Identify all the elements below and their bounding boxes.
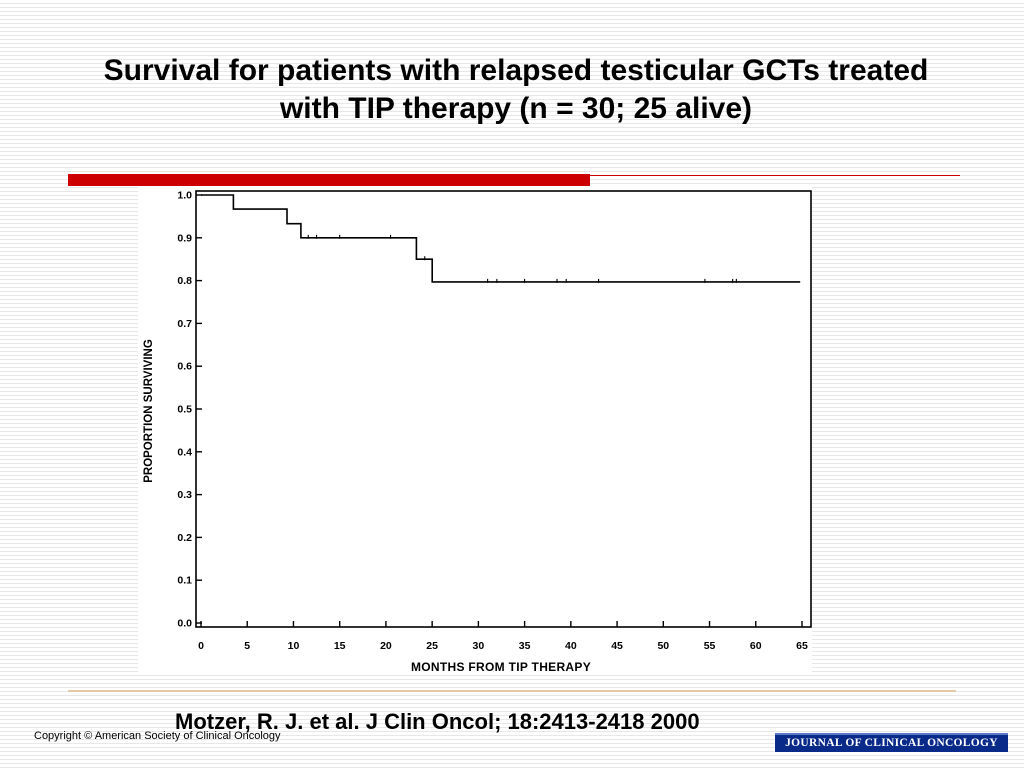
bottom-divider (68, 690, 956, 692)
y-tick-label: 0.8 (177, 275, 192, 287)
slide-title-line-1: Survival for patients with relapsed test… (103, 54, 929, 87)
y-tick-label: 0.2 (177, 532, 192, 544)
x-axis-label: MONTHS FROM TIP THERAPY (411, 660, 591, 672)
x-tick-label: 45 (611, 640, 623, 652)
y-tick-label: 0.1 (177, 575, 192, 587)
y-tick-label: 0.4 (177, 446, 192, 458)
survival-chart-svg: 0.0 0.1 0.2 0.3 0.4 0.5 0.6 0.7 0.8 0.9 1.0 0 5 10 15 2… (143, 190, 812, 672)
y-tick-label: 0.7 (177, 318, 192, 330)
slide-title-line-2: with TIP therapy (n = 30; 25 alive) (279, 92, 753, 125)
x-tick-label: 15 (334, 640, 346, 652)
y-tick-label: 0.5 (177, 404, 192, 416)
x-tick-label: 5 (244, 640, 250, 652)
x-tick-label: 65 (796, 640, 808, 652)
x-tick-label: 30 (473, 640, 485, 652)
x-tick-label: 50 (657, 640, 669, 652)
x-tick-label: 20 (380, 640, 392, 652)
title-divider (68, 174, 960, 186)
x-tick-label: 0 (198, 640, 204, 652)
y-tick-label: 0.6 (177, 361, 192, 373)
x-tick-label: 60 (750, 640, 762, 652)
journal-logo: JOURNAL OF CLINICAL ONCOLOGY (775, 733, 1008, 752)
survival-curve (201, 194, 801, 283)
survival-chart: 0.0 0.1 0.2 0.3 0.4 0.5 0.6 0.7 0.8 0.9 1.0 0 5 10 15 2… (138, 186, 812, 672)
x-tick-label: 40 (565, 640, 577, 652)
slide-title: Survival for patients with relapsed test… (20, 52, 1012, 128)
copyright-notice: Copyright © American Society of Clinical… (34, 730, 281, 742)
title-divider-line (590, 175, 960, 176)
y-tick-label: 0.0 (177, 618, 192, 630)
x-tick-label: 55 (704, 640, 716, 652)
y-axis-label: PROPORTION SURVIVING (143, 339, 155, 483)
x-tick-label: 25 (426, 640, 438, 652)
x-tick-label: 10 (288, 640, 300, 652)
plot-frame (195, 190, 812, 628)
y-tick-label: 0.9 (177, 232, 192, 244)
y-tick-label: 0.3 (177, 489, 192, 501)
title-divider-accent (68, 174, 590, 186)
citation: Motzer, R. J. et al. J Clin Oncol; 18:24… (175, 709, 700, 734)
x-tick-label: 35 (519, 640, 531, 652)
y-tick-label: 1.0 (177, 190, 192, 202)
